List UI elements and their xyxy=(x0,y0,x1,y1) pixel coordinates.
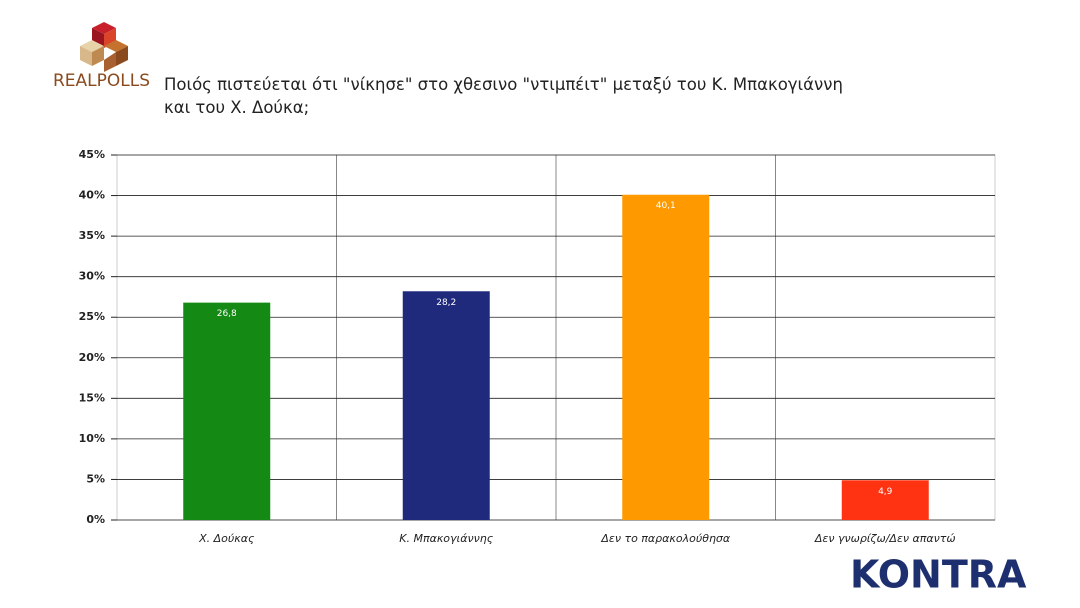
y-tick-label: 20% xyxy=(79,351,105,364)
x-tick-label: Δεν γνωρίζω/Δεν απαντώ xyxy=(814,532,956,545)
x-tick-label: Κ. Μπακογιάννης xyxy=(399,532,494,545)
y-tick-label: 10% xyxy=(79,432,105,445)
y-tick-label: 35% xyxy=(79,229,105,242)
realpolls-logo-icon xyxy=(80,22,128,72)
bar xyxy=(841,480,929,520)
value-label: 4,9 xyxy=(878,487,893,497)
value-label: 26,8 xyxy=(217,309,237,319)
y-tick-label: 0% xyxy=(86,513,105,526)
y-tick-label: 45% xyxy=(79,148,105,161)
value-label: 28,2 xyxy=(436,298,456,308)
y-tick-label: 30% xyxy=(79,270,105,283)
y-tick-label: 15% xyxy=(79,391,105,404)
bar xyxy=(402,291,490,520)
chart-title: Ποιός πιστεύεται ότι "νίκησε" στο χθεσιν… xyxy=(164,75,843,117)
bar xyxy=(183,302,271,520)
x-tick-label: Δεν το παρακολούθησα xyxy=(600,532,731,545)
brand-text: KONTRA xyxy=(850,553,1027,597)
logo-text: REALPOLLS xyxy=(53,71,150,91)
value-label: 40,1 xyxy=(656,201,676,211)
y-tick-label: 5% xyxy=(86,472,105,485)
y-tick-label: 40% xyxy=(79,189,105,202)
bar xyxy=(622,194,710,520)
y-tick-label: 25% xyxy=(79,310,105,323)
x-tick-label: Χ. Δούκας xyxy=(198,532,255,545)
